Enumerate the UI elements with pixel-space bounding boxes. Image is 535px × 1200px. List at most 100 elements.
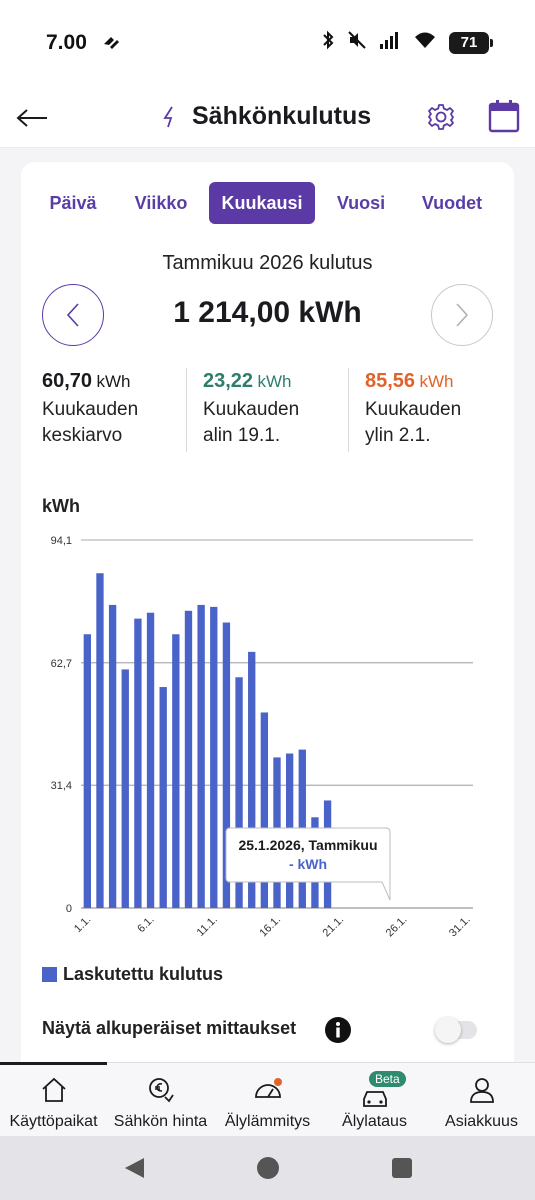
x-tick-label: 11.1. bbox=[195, 914, 220, 939]
chevron-left-icon bbox=[66, 303, 79, 327]
beta-badge: Beta bbox=[369, 1071, 406, 1087]
legend-swatch bbox=[42, 967, 57, 982]
bottom-navigation: Käyttöpaikat Sähkön hinta Älylämmitys Äl… bbox=[0, 1062, 535, 1136]
y-tick-label: 31,4 bbox=[51, 780, 72, 792]
chart-bar[interactable] bbox=[159, 687, 167, 908]
tab-week[interactable]: Viikko bbox=[134, 192, 188, 213]
wifi-icon bbox=[413, 30, 437, 55]
stat-average-unit: kWh bbox=[96, 372, 131, 391]
signal-icon bbox=[379, 30, 401, 55]
x-tick-label: 26.1. bbox=[384, 914, 410, 940]
tab-year[interactable]: Vuosi bbox=[336, 192, 386, 213]
tooltip-value: - kWh bbox=[289, 856, 327, 872]
stat-average: 60,70 kWh Kuukauden keskiarvo bbox=[42, 370, 182, 454]
period-tabs: Päivä Viikko Kuukausi Vuosi Vuodet bbox=[33, 182, 503, 226]
next-period-button[interactable] bbox=[431, 284, 493, 346]
nav-item-places[interactable]: Käyttöpaikat bbox=[0, 1063, 107, 1137]
original-measurements-toggle[interactable] bbox=[435, 1017, 477, 1043]
nav-item-smart-charging[interactable]: Älylataus bbox=[321, 1063, 428, 1137]
tab-years[interactable]: Vuodet bbox=[421, 192, 483, 213]
nav-item-price[interactable]: Sähkön hinta bbox=[107, 1063, 214, 1137]
stat-max-label-1: Kuukauden bbox=[365, 399, 462, 420]
mute-icon bbox=[347, 30, 367, 55]
chart-bar[interactable] bbox=[121, 669, 129, 908]
x-tick-label: 1.1. bbox=[72, 914, 93, 935]
chart-bar[interactable] bbox=[235, 677, 243, 908]
nav-label: Älylataus bbox=[342, 1113, 407, 1130]
stat-min-label-1: Kuukauden bbox=[203, 399, 300, 420]
chart-bar[interactable] bbox=[260, 712, 269, 908]
x-tick-label: 16.1. bbox=[257, 914, 283, 940]
back-button[interactable] bbox=[14, 102, 50, 134]
chart-bar[interactable] bbox=[184, 610, 193, 908]
status-time: 7.00 bbox=[46, 31, 87, 54]
system-recents-icon[interactable] bbox=[390, 1156, 414, 1180]
tab-day[interactable]: Päivä bbox=[49, 192, 97, 213]
x-tick-label: 21.1. bbox=[321, 914, 347, 940]
calendar-button[interactable] bbox=[488, 99, 520, 133]
home-icon bbox=[41, 1077, 66, 1102]
stat-min-unit: kWh bbox=[257, 372, 292, 391]
person-icon bbox=[469, 1078, 494, 1103]
app-header: Sähkönkulutus bbox=[0, 88, 535, 148]
x-tick-label: 31.1. bbox=[447, 914, 473, 940]
nav-item-account[interactable]: Asiakkuus bbox=[428, 1063, 535, 1137]
tab-month[interactable]: Kuukausi bbox=[209, 182, 315, 224]
period-label: Tammikuu 2026 kulutus bbox=[162, 252, 373, 274]
car-icon bbox=[362, 1091, 387, 1107]
y-tick-label: 62,7 bbox=[51, 658, 72, 670]
stat-divider bbox=[186, 368, 187, 452]
chart-bar[interactable] bbox=[83, 634, 91, 908]
lightning-icon bbox=[163, 106, 173, 127]
arrow-left-icon bbox=[16, 109, 47, 127]
consumption-card: Päivä Viikko Kuukausi Vuosi Vuodet Tammi… bbox=[21, 162, 514, 1082]
info-icon[interactable] bbox=[324, 1016, 352, 1044]
system-back-icon[interactable] bbox=[122, 1156, 146, 1180]
chevron-right-icon bbox=[456, 303, 469, 327]
stat-min-label-2: alin 19.1. bbox=[203, 425, 281, 446]
nav-label: Asiakkuus bbox=[445, 1113, 518, 1130]
chart-bar[interactable] bbox=[210, 606, 218, 908]
stat-min: 23,22 kWh Kuukauden alin 19.1. bbox=[203, 370, 343, 454]
nav-label: Älylämmitys bbox=[224, 1113, 311, 1130]
chart-bar[interactable] bbox=[172, 634, 180, 908]
battery-icon: 71 bbox=[449, 31, 493, 54]
stat-max-value: 85,56 bbox=[365, 370, 416, 392]
chart-y-axis-title: kWh bbox=[42, 496, 80, 516]
stat-max: 85,56 kWh Kuukauden ylin 2.1. bbox=[365, 370, 505, 454]
original-measurements-row: Näytä alkuperäiset mittaukset bbox=[42, 1014, 482, 1048]
stat-divider bbox=[348, 368, 349, 452]
page-title: Sähkönkulutus bbox=[192, 102, 372, 130]
chart-bar[interactable] bbox=[222, 622, 231, 908]
nav-label: Sähkön hinta bbox=[113, 1113, 208, 1130]
chart-bar[interactable] bbox=[108, 604, 117, 908]
calendar-icon bbox=[488, 100, 520, 133]
x-tick-label: 6.1. bbox=[135, 914, 156, 935]
stat-max-label-2: ylin 2.1. bbox=[365, 425, 431, 446]
legend-label: Laskutettu kulutus bbox=[63, 964, 224, 984]
chart-bar[interactable] bbox=[96, 573, 104, 908]
chart-bar[interactable] bbox=[134, 618, 142, 908]
y-tick-label: 0 bbox=[66, 903, 72, 915]
stat-average-label-1: Kuukauden bbox=[42, 399, 139, 420]
toggle-knob bbox=[435, 1017, 461, 1043]
price-icon bbox=[148, 1078, 174, 1103]
gear-icon bbox=[428, 104, 454, 130]
consumption-chart[interactable]: 0 31,4 62,7 94,1 1.1. 6.1. 11.1. 16.1. 21.1. 26.1… bbox=[21, 522, 514, 942]
chart-bar[interactable] bbox=[248, 651, 256, 908]
stat-max-unit: kWh bbox=[419, 372, 454, 391]
nav-item-smart-heating[interactable]: Älylämmitys bbox=[214, 1063, 321, 1137]
data-saver-icon bbox=[102, 34, 120, 55]
gauge-icon bbox=[254, 1078, 282, 1098]
settings-button[interactable] bbox=[426, 102, 456, 132]
system-home-icon[interactable] bbox=[256, 1156, 280, 1180]
y-tick-label: 94,1 bbox=[51, 535, 72, 547]
status-bar: 7.00 71 bbox=[0, 0, 535, 88]
chart-legend[interactable]: Laskutettu kulutus bbox=[42, 964, 223, 985]
chart-bar[interactable] bbox=[197, 604, 205, 908]
status-icons: 71 bbox=[321, 30, 493, 55]
chart-tooltip bbox=[225, 827, 391, 901]
stat-average-value: 60,70 bbox=[42, 370, 93, 392]
previous-period-button[interactable] bbox=[42, 284, 104, 346]
chart-bar[interactable] bbox=[146, 612, 155, 908]
